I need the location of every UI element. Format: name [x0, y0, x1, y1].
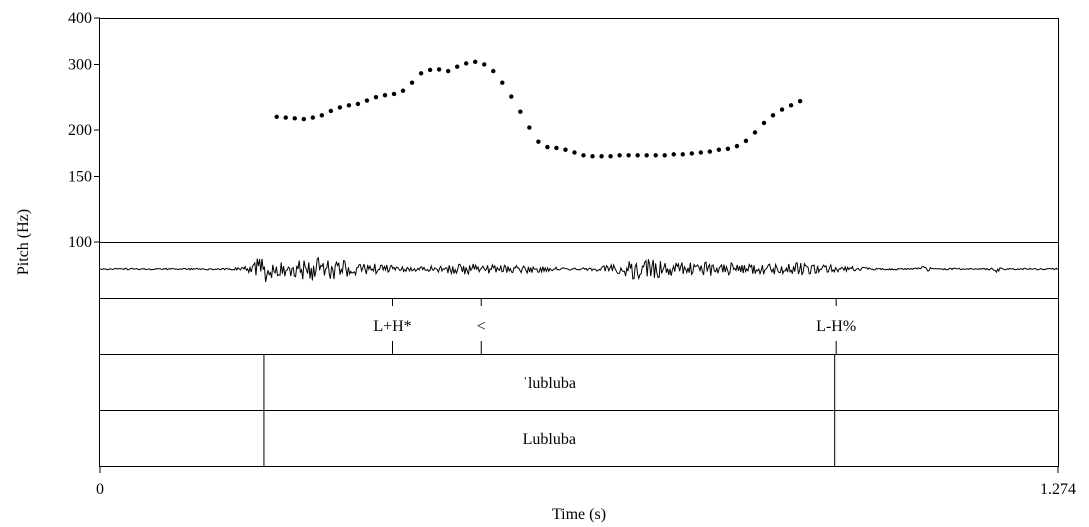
pitch-point — [599, 154, 604, 159]
pitch-point — [752, 130, 758, 135]
pitch-point — [445, 68, 451, 74]
pitch-point — [788, 103, 794, 108]
tone-label: < — [477, 318, 486, 335]
y-tick-label: 150 — [68, 168, 92, 185]
pitch-point — [292, 116, 297, 121]
pitch-point — [409, 80, 415, 85]
pitch-point — [698, 150, 704, 155]
pitch-point — [743, 138, 749, 144]
pitch-point — [319, 113, 325, 118]
pitch-point — [626, 153, 631, 158]
pitch-panel-frame — [99, 18, 1059, 243]
pitch-point — [617, 153, 622, 158]
x-axis-title: Time (s) — [552, 506, 606, 523]
pitch-point — [725, 146, 731, 152]
pitch-point — [590, 154, 595, 159]
word-tier-frame — [99, 354, 1059, 411]
pitch-point — [644, 153, 649, 158]
annotation-tiers: L+H* < L-H% ˈlubluba Lubluba — [263, 298, 856, 466]
pitch-point — [491, 68, 496, 74]
pitch-point — [391, 91, 397, 97]
pitch-point — [436, 67, 442, 72]
pitch-point — [680, 152, 685, 157]
pitch-point — [707, 149, 713, 154]
pitch-point — [509, 94, 514, 99]
pitch-point — [337, 105, 343, 110]
pitch-point — [536, 139, 541, 144]
pitch-point — [283, 115, 288, 120]
y-axis-ticks: 100 150 200 300 400 — [68, 10, 100, 251]
x-tick-label: 1.274 — [1040, 481, 1076, 498]
pitch-point — [716, 147, 722, 152]
y-tick-label: 100 — [68, 234, 92, 251]
pitch-point — [554, 145, 559, 151]
pitch-point — [545, 144, 550, 150]
pitch-point — [382, 93, 388, 98]
pitch-point — [662, 153, 667, 158]
tone-label: L-H% — [816, 318, 856, 335]
interval-label: Lubluba — [523, 431, 576, 448]
pitch-point — [797, 99, 803, 104]
pitch-point — [653, 153, 658, 158]
pitch-point — [572, 150, 577, 155]
pitch-point — [418, 71, 424, 76]
pitch-point — [761, 120, 767, 126]
pitch-point — [454, 64, 460, 69]
pitch-point — [328, 108, 334, 114]
pitch-point — [581, 153, 586, 158]
x-tick-label: 0 — [96, 481, 104, 498]
pitch-point — [346, 103, 352, 108]
pitch-point — [301, 116, 306, 122]
pitch-point — [373, 95, 379, 100]
waveform-panel-frame — [99, 242, 1059, 299]
pitch-point — [274, 114, 279, 120]
x-axis-ticks: 0 1.274 — [96, 466, 1076, 498]
pitch-point — [500, 80, 505, 85]
tone-tier-frame — [99, 298, 1059, 355]
pitch-point — [400, 88, 406, 93]
tone-label: L+H* — [373, 318, 411, 335]
pitch-point — [779, 107, 785, 112]
pitch-point — [770, 113, 776, 118]
pitch-point — [527, 125, 532, 130]
pitch-point — [518, 109, 523, 114]
pitch-points — [274, 59, 803, 159]
pitch-point — [464, 61, 469, 66]
gloss-tier-frame — [99, 410, 1059, 467]
pitch-point — [355, 101, 361, 107]
interval-label: ˈlubluba — [523, 375, 576, 392]
y-tick-label: 400 — [68, 10, 92, 27]
pitch-point — [482, 62, 487, 67]
pitch-point — [689, 151, 694, 156]
pitch-point — [734, 143, 740, 149]
pitch-point — [364, 98, 370, 103]
pitch-point — [608, 154, 613, 159]
pitch-point — [427, 67, 433, 73]
pitch-point — [473, 59, 478, 65]
y-axis-title: Pitch (Hz) — [15, 209, 32, 275]
pitch-point — [671, 152, 676, 157]
pitch-point — [310, 115, 316, 120]
pitch-point — [635, 153, 640, 158]
waveform — [99, 256, 1058, 282]
pitch-point — [563, 147, 568, 152]
y-tick-label: 200 — [68, 122, 92, 139]
y-tick-label: 300 — [68, 56, 92, 73]
